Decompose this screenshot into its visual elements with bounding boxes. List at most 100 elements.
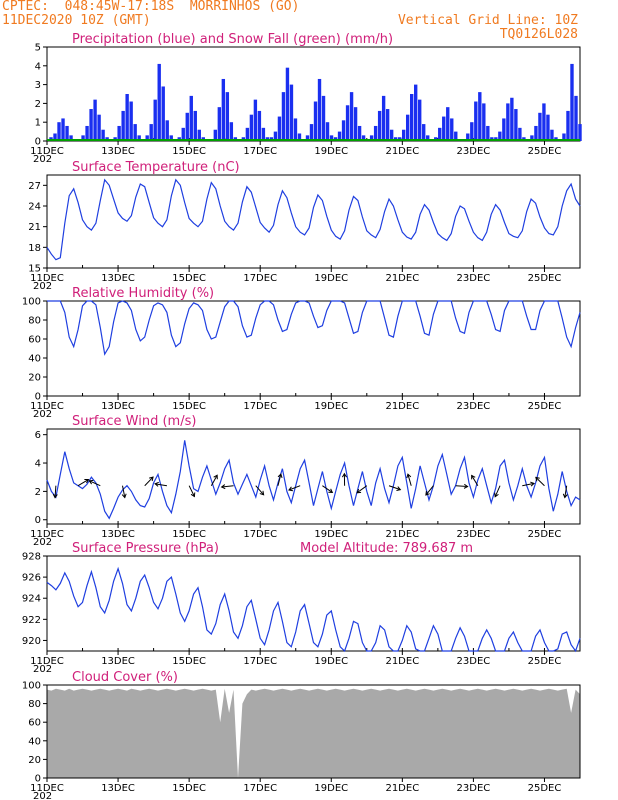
precip-ytick-label: 2	[35, 99, 41, 110]
pres-year-label: 202	[33, 664, 52, 675]
precip-bar	[389, 129, 394, 141]
pres-panel: Surface Pressure (hPa) Model Altitude: 78…	[22, 541, 581, 675]
precip-bar	[193, 110, 197, 141]
wind-arrow-head	[259, 490, 265, 496]
precip-bar	[189, 95, 193, 141]
precip-bar	[121, 110, 125, 141]
wind-arrow	[89, 480, 101, 487]
wind-arrow	[288, 485, 301, 491]
precip-bar	[133, 124, 137, 141]
wind-frame	[46, 428, 581, 525]
precip-xtick-label: 19DEC	[314, 146, 348, 157]
pres-note: Model Altitude: 789.687 m	[300, 541, 473, 556]
precip-bar	[566, 110, 570, 141]
wind-arrow	[455, 485, 468, 488]
cloud-xtick-label: 21DEC	[385, 783, 419, 794]
wind-arrow-head	[52, 493, 58, 499]
temp-ytick-label: 24	[28, 202, 41, 213]
precip-bar	[317, 78, 322, 141]
cloud-xtick-label: 17DEC	[243, 783, 277, 794]
wind-arrow-head	[356, 488, 362, 494]
wind-arrow-head	[535, 476, 540, 482]
rh-panel: Relative Humidity (%) 0 20 40 60 80 100 11DEC 13…	[22, 286, 581, 420]
precip-bar	[446, 107, 450, 141]
pres-xtick-label: 25DEC	[528, 656, 562, 667]
precip-bar	[273, 131, 278, 141]
temp-xtick-label: 17DEC	[243, 273, 277, 284]
rh-year-label: 202	[33, 409, 52, 420]
cloud-xtick-label: 13DEC	[101, 783, 135, 794]
wind-arrow	[535, 477, 545, 487]
precip-ytick-label: 4	[35, 61, 41, 72]
wind-arrow	[322, 485, 333, 493]
temp-xtick-label: 13DEC	[101, 273, 135, 284]
rh-ytick-label: 60	[28, 335, 41, 346]
precip-bar	[169, 135, 173, 141]
rh-xtick-label: 21DEC	[385, 401, 419, 412]
precip-bar	[297, 133, 302, 141]
precip-bar	[357, 125, 362, 141]
header-date: 11DEC2020 10Z (GMT)	[2, 13, 151, 28]
wind-arrow	[494, 485, 501, 497]
wind-arrow-head	[149, 476, 154, 482]
rh-xtick-label: 13DEC	[101, 401, 135, 412]
pres-xtick-label: 15DEC	[172, 656, 206, 667]
precip-bar	[221, 78, 226, 141]
rh-series-line	[47, 300, 581, 356]
rh-xtick-label: 11DEC	[30, 401, 64, 412]
precip-bar	[385, 109, 390, 141]
precip-bar	[518, 127, 522, 141]
wind-arrow-head	[406, 473, 412, 479]
wind-arrow	[122, 485, 126, 498]
rh-xtick-label: 15DEC	[172, 401, 206, 412]
temp-title: Surface Temperature (nC)	[72, 160, 240, 175]
pres-series-line	[46, 566, 581, 653]
precip-bar	[353, 107, 358, 141]
precip-bar	[245, 127, 250, 141]
precip-ytick-label: 3	[35, 80, 41, 91]
precip-bar	[181, 127, 185, 141]
precip-bar	[418, 99, 422, 141]
precip-bar	[405, 114, 410, 141]
wind-arrow	[210, 474, 218, 486]
wind-xtick-label: 15DEC	[172, 529, 206, 540]
cloud-panel: Cloud Cover (%) 0 20 40 60 80 100 11DEC 13DEC 15D…	[22, 670, 581, 800]
precip-bar	[225, 92, 230, 141]
wind-arrow-head	[463, 483, 469, 489]
wind-ytick-label: 2	[35, 487, 41, 498]
pres-ytick-label: 928	[22, 552, 41, 563]
rh-xtick-label: 25DEC	[528, 401, 562, 412]
precip-bar	[93, 99, 97, 141]
rh-title: Relative Humidity (%)	[72, 286, 214, 301]
wind-ytick-label: 4	[35, 459, 41, 470]
precip-bar	[249, 114, 254, 141]
pres-ytick-label: 926	[22, 573, 41, 584]
wind-arrow-head	[530, 481, 535, 487]
temp-ytick-label: 18	[28, 243, 41, 254]
precip-bar	[117, 125, 121, 141]
cloud-xtick-label: 11DEC	[30, 783, 64, 794]
precip-bar	[281, 92, 286, 141]
precip-bar	[165, 120, 169, 141]
precip-xtick-label: 17DEC	[243, 146, 277, 157]
wind-arrow-head	[396, 486, 402, 491]
wind-arrow	[471, 475, 479, 486]
precip-bar	[305, 135, 310, 141]
precip-bar	[534, 125, 538, 141]
precip-xtick-label: 15DEC	[172, 146, 206, 157]
wind-xtick-label: 19DEC	[314, 529, 348, 540]
wind-arrow-head	[471, 474, 476, 480]
rh-ytick-label: 40	[28, 354, 41, 365]
precip-bar	[498, 131, 502, 141]
precip-bar	[438, 127, 442, 141]
wind-arrow	[277, 473, 282, 486]
precip-bar	[381, 95, 386, 141]
precip-xtick-label: 23DEC	[457, 146, 491, 157]
precip-bar	[470, 122, 474, 141]
precip-bar	[514, 109, 518, 141]
wind-arrow-head	[154, 481, 159, 487]
precip-bar	[502, 118, 506, 141]
precip-bar	[482, 103, 486, 141]
precip-bar	[313, 101, 318, 141]
wind-series-line	[46, 440, 581, 520]
